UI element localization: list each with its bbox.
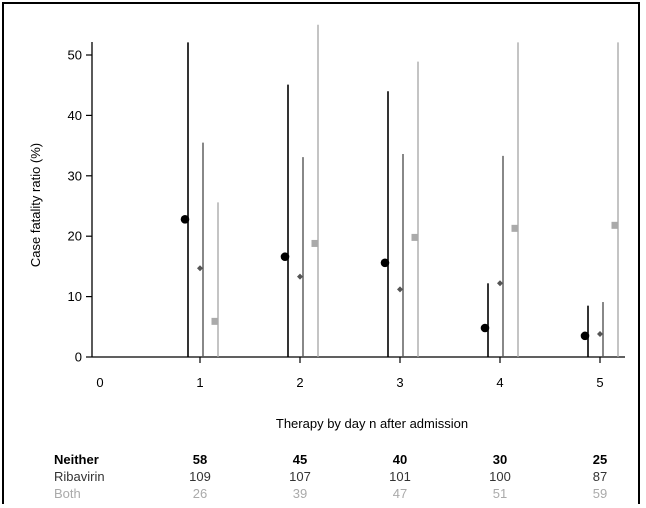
axes-layer bbox=[91, 42, 625, 358]
both-point bbox=[311, 239, 319, 247]
y-tick-label: 10 bbox=[68, 289, 82, 304]
table-row-label: Ribavirin bbox=[54, 469, 105, 484]
table-cell: 107 bbox=[289, 469, 311, 484]
ribavirin-point bbox=[397, 286, 403, 293]
y-axis-label: Case fatality ratio (%) bbox=[28, 143, 43, 267]
table-cell: 25 bbox=[593, 452, 607, 467]
table-row-label: Both bbox=[54, 486, 81, 501]
y-tick-label: 50 bbox=[68, 48, 82, 63]
table-cell: 100 bbox=[489, 469, 511, 484]
neither-point bbox=[380, 258, 390, 268]
neither-point bbox=[180, 214, 190, 224]
x-tick-label: 2 bbox=[296, 375, 303, 390]
ribavirin-point bbox=[597, 331, 603, 338]
ribavirin-point bbox=[297, 273, 303, 280]
neither-point bbox=[480, 323, 490, 333]
both-point bbox=[211, 317, 219, 325]
y-tick-label: 40 bbox=[68, 108, 82, 123]
table-row-label: Neither bbox=[54, 452, 99, 467]
table-cell: 87 bbox=[593, 469, 607, 484]
x-tick-label: 5 bbox=[596, 375, 603, 390]
both-point bbox=[411, 233, 419, 241]
error-bars bbox=[187, 24, 619, 357]
both-point bbox=[611, 221, 619, 229]
ribavirin-point bbox=[497, 280, 503, 287]
data-points bbox=[180, 214, 619, 341]
counts-table: Neither 58 45 40 30 25 Ribavirin 109 107 101 100 87… bbox=[54, 452, 607, 501]
y-tick-label: 30 bbox=[68, 168, 82, 183]
table-cell: 58 bbox=[193, 452, 207, 467]
x-axis-label: Therapy by day n after admission bbox=[276, 416, 468, 431]
both-point bbox=[511, 224, 519, 232]
table-cell: 39 bbox=[293, 486, 307, 501]
y-tick-label: 20 bbox=[68, 229, 82, 244]
x-tick-label: 4 bbox=[496, 375, 503, 390]
table-cell: 51 bbox=[493, 486, 507, 501]
table-cell: 59 bbox=[593, 486, 607, 501]
table-cell: 40 bbox=[393, 452, 407, 467]
table-cell: 26 bbox=[193, 486, 207, 501]
neither-point bbox=[280, 252, 290, 262]
neither-point bbox=[580, 331, 590, 341]
ribavirin-point bbox=[197, 265, 203, 272]
table-cell: 109 bbox=[189, 469, 211, 484]
x-tick-label: 0 bbox=[96, 375, 103, 390]
x-tick-label: 1 bbox=[196, 375, 203, 390]
table-cell: 45 bbox=[293, 452, 307, 467]
x-tick-label: 3 bbox=[396, 375, 403, 390]
x-ticks: 0 1 2 3 4 5 bbox=[96, 357, 604, 390]
y-ticks: 0 10 20 30 40 50 bbox=[68, 48, 92, 365]
figure-frame bbox=[2, 2, 640, 504]
table-cell: 101 bbox=[389, 469, 411, 484]
table-cell: 30 bbox=[493, 452, 507, 467]
table-cell: 47 bbox=[393, 486, 407, 501]
y-tick-label: 0 bbox=[75, 350, 82, 365]
